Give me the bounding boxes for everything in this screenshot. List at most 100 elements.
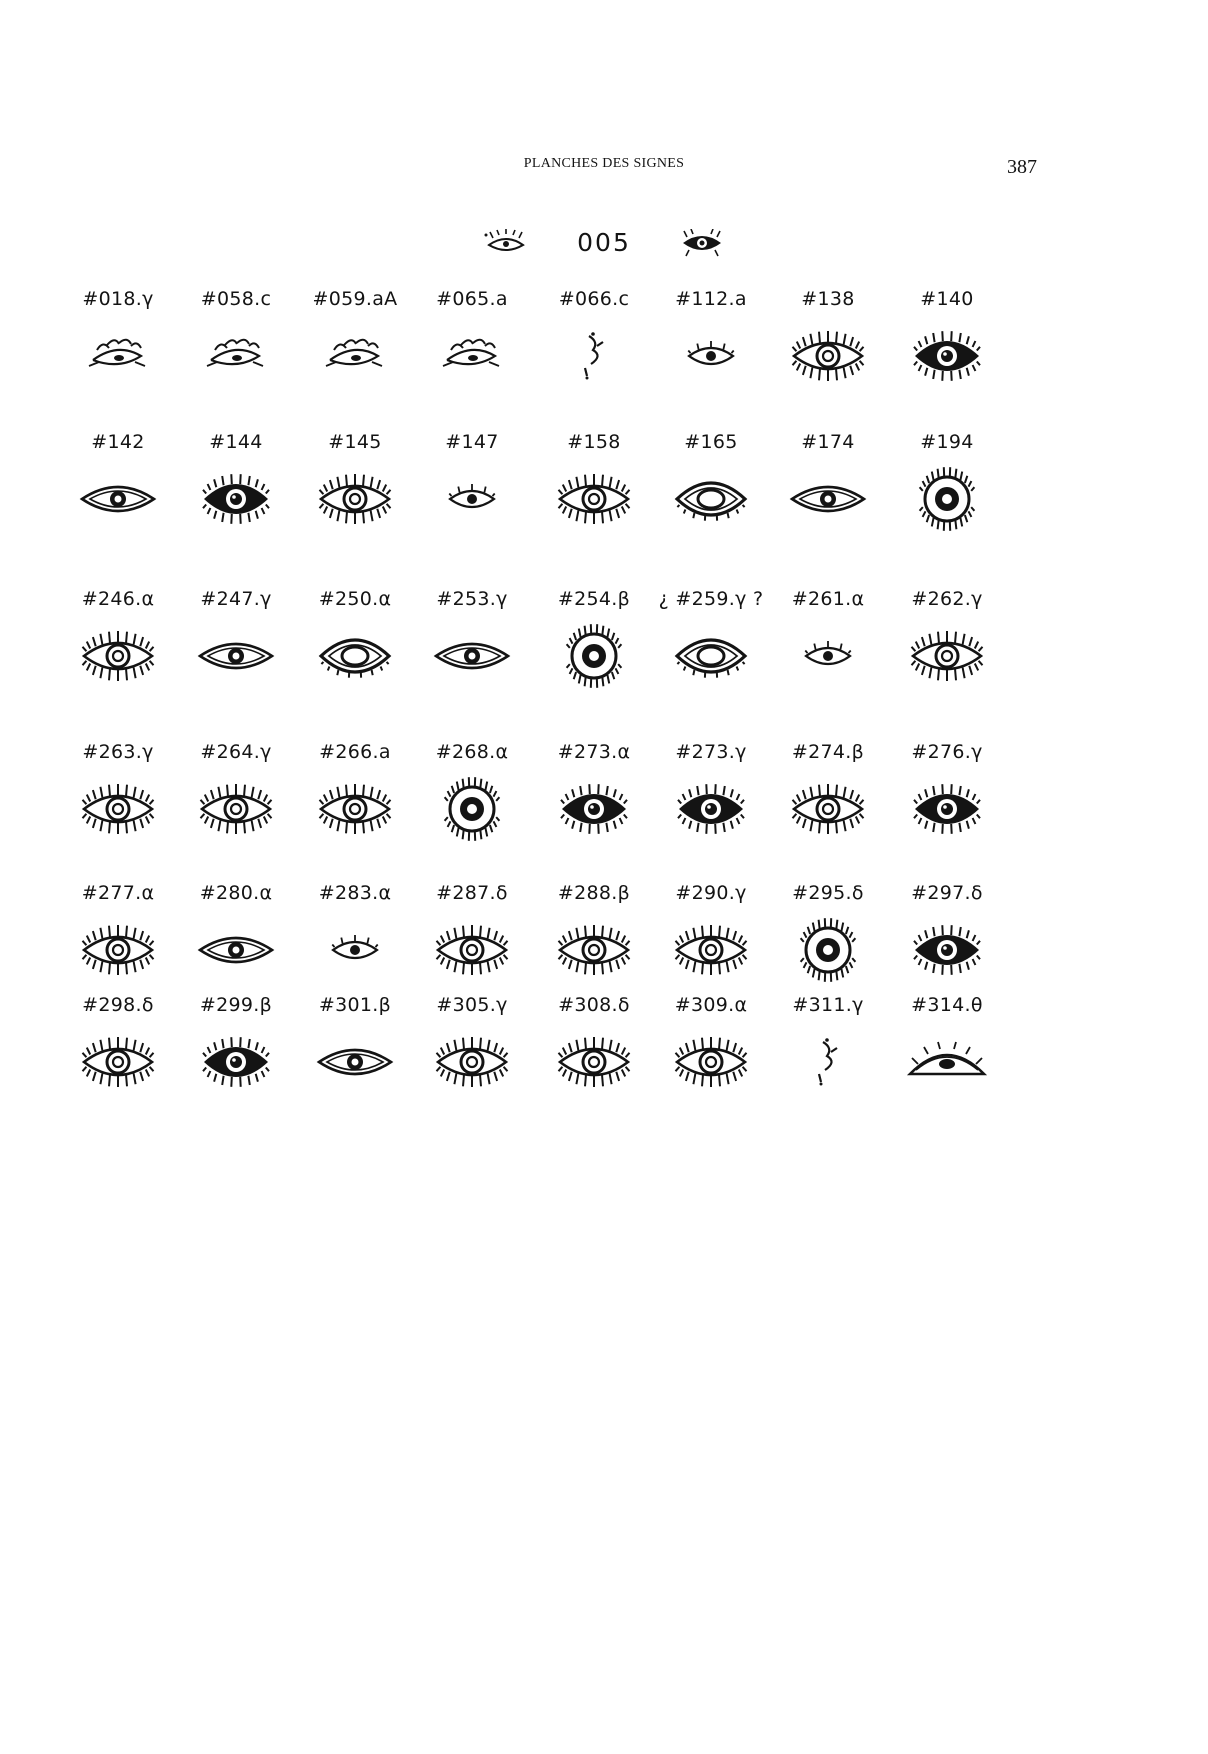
sign-label: #058.c [200, 288, 272, 310]
lashed-eye-icon [435, 1037, 509, 1087]
lashed-eye-icon [674, 925, 748, 975]
sign-label: #273.α [557, 741, 631, 763]
almond-eye-icon [197, 642, 275, 670]
half-eye-icon [906, 1041, 988, 1076]
sign-label: #066.c [558, 288, 630, 310]
dark-eye-icon [913, 784, 981, 834]
sign-cell: #264.γ [181, 741, 291, 881]
sign-label: #276.γ [911, 741, 983, 763]
sign-cell: #112.a [656, 288, 766, 428]
sign-cell: #287.δ [417, 882, 527, 1022]
lashed-eye-icon [318, 474, 392, 524]
sign-cell: #247.γ [181, 588, 291, 728]
sign-cell: #250.α [300, 588, 410, 728]
sign-label: #274.β [791, 741, 865, 763]
sign-label: #250.α [318, 588, 392, 610]
lashed-eye-icon [199, 784, 273, 834]
sign-cell: ¿ #259.γ ? [656, 588, 766, 728]
sign-label: #065.a [436, 288, 508, 310]
page-number: 387 [1007, 156, 1037, 178]
small-eye-icon [331, 935, 379, 960]
sign-label: #144 [209, 431, 263, 453]
outlined-eye-icon [674, 481, 748, 521]
sign-cell: #059.aA [300, 288, 410, 428]
running-head: PLANCHES DES SIGNES [523, 156, 685, 171]
lashed-eye-icon [910, 631, 984, 681]
lashed-eye-icon [791, 331, 865, 381]
sign-cell: #263.γ [63, 741, 173, 881]
sign-label: #308.δ [558, 994, 630, 1016]
lashed-eye-icon [81, 1037, 155, 1087]
dark-eye-icon [202, 1037, 270, 1087]
sketch-eye-icon [206, 338, 264, 367]
lashed-eye-icon [81, 784, 155, 834]
sign-cell: #273.α [539, 741, 649, 881]
sign-label: #263.γ [82, 741, 154, 763]
sign-label: #290.γ [675, 882, 747, 904]
sign-cell: #266.a [300, 741, 410, 881]
dark-eye-icon [682, 228, 721, 256]
outlined-eye-icon [674, 638, 748, 678]
sign-label: #018.γ [82, 288, 154, 310]
sign-cell: #314.θ [892, 994, 1002, 1134]
round-eye-icon [443, 777, 501, 841]
lashed-eye-icon [557, 474, 631, 524]
sign-label: #264.γ [200, 741, 272, 763]
sign-label: #280.α [199, 882, 273, 904]
lashed-eye-icon [674, 1037, 748, 1087]
sign-label: #283.α [318, 882, 392, 904]
sign-cell: #165 [656, 431, 766, 571]
dark-eye-icon [202, 474, 270, 524]
sign-cell: #274.β [773, 741, 883, 881]
sign-cell: #297.δ [892, 882, 1002, 1022]
sign-cell: #138 [773, 288, 883, 428]
sign-label: #273.γ [675, 741, 747, 763]
sign-cell: #058.c [181, 288, 291, 428]
sketch-eye-icon [442, 338, 500, 367]
sketch-eye-icon [88, 338, 146, 367]
small-eye-icon [804, 641, 852, 666]
small-eye-icon [687, 341, 735, 366]
sign-cell: #280.α [181, 882, 291, 1022]
sign-label: #309.α [674, 994, 748, 1016]
sign-cell: #283.α [300, 882, 410, 1022]
sign-cell: #268.α [417, 741, 527, 881]
sign-label: #147 [445, 431, 499, 453]
sign-cell: #066.c [539, 288, 649, 428]
sign-cell: #261.α [773, 588, 883, 728]
sign-cell: #174 [773, 431, 883, 571]
sign-label: #112.a [675, 288, 747, 310]
sign-cell: #142 [63, 431, 173, 571]
round-eye-icon [799, 918, 857, 982]
sign-label: #194 [920, 431, 974, 453]
sign-cell: #301.β [300, 994, 410, 1134]
almond-eye-icon [433, 642, 511, 670]
partial-eye-icon [817, 1038, 838, 1086]
sign-cell: #065.a [417, 288, 527, 428]
lashed-eye-icon [435, 925, 509, 975]
sign-cell: #147 [417, 431, 527, 571]
almond-eye-icon [789, 485, 867, 513]
sign-label: #266.a [319, 741, 391, 763]
lashed-eye-icon [81, 631, 155, 681]
sign-label: #138 [801, 288, 855, 310]
sign-label: #297.δ [911, 882, 983, 904]
sign-label: #305.γ [436, 994, 508, 1016]
sign-cell: #194 [892, 431, 1002, 571]
sign-label: #301.β [318, 994, 392, 1016]
small-eye-icon [484, 228, 525, 251]
sign-cell: #254.β [539, 588, 649, 728]
lashed-eye-icon [557, 925, 631, 975]
lashed-eye-icon [557, 1037, 631, 1087]
sign-label: #254.β [557, 588, 631, 610]
almond-eye-icon [197, 936, 275, 964]
sign-cell: #277.α [63, 882, 173, 1022]
sign-label: #142 [91, 431, 145, 453]
sign-label: #145 [328, 431, 382, 453]
sign-label: #262.γ [911, 588, 983, 610]
sign-label: #261.α [791, 588, 865, 610]
partial-eye-icon [583, 332, 604, 380]
plate-header: 005 [0, 228, 1208, 257]
sign-label: #268.α [435, 741, 509, 763]
